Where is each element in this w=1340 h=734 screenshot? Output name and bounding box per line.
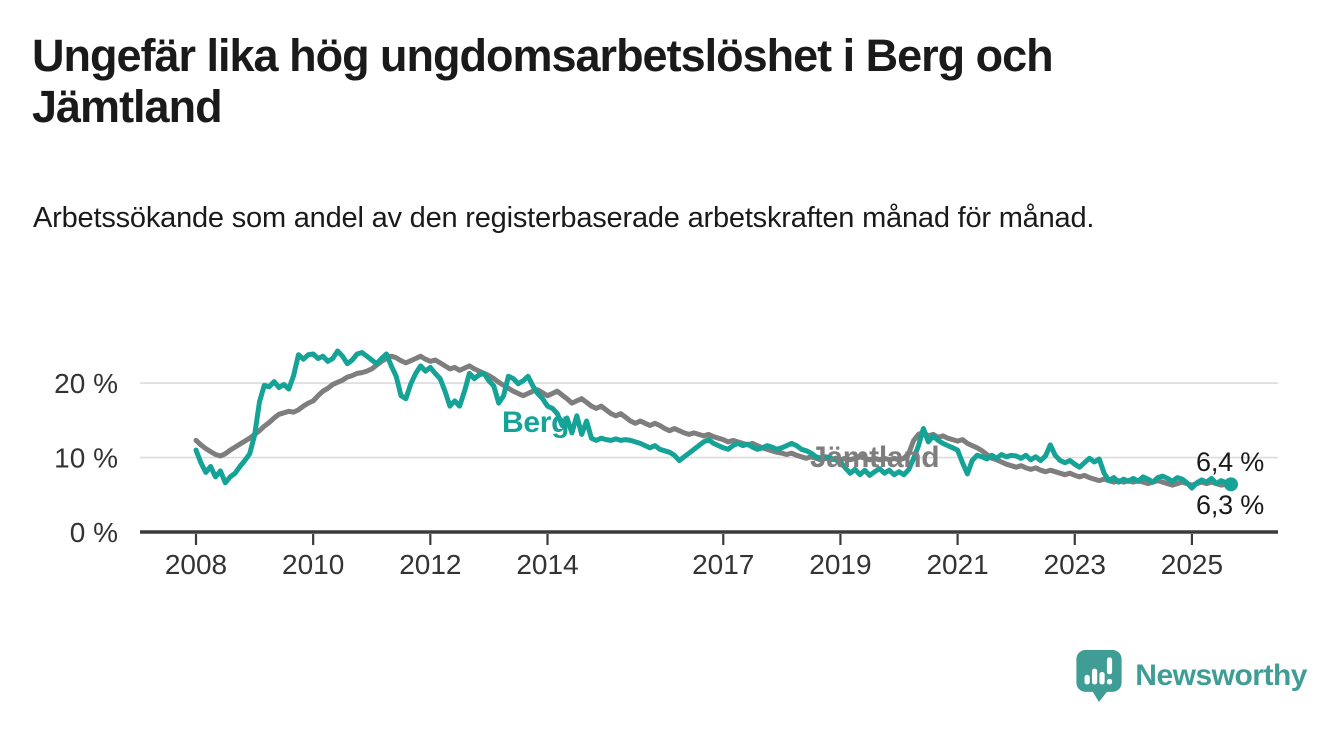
y-axis-tick-label: 0 % [70,517,118,548]
series-label-jamtland: Jämtland [810,441,940,474]
x-axis-tick-label: 2014 [516,549,578,580]
x-axis-tick-label: 2010 [282,549,344,580]
series-line-berg [193,348,1234,491]
series-line-jämtland [193,353,1234,488]
x-axis-tick-label: 2019 [809,549,871,580]
end-value-label-jamtland: 6,3 % [1196,490,1265,520]
end-value-label-berg: 6,4 % [1196,447,1265,477]
y-axis-tick-label: 20 % [54,368,118,399]
x-axis-tick-label: 2012 [399,549,461,580]
newsworthy-logo: Newsworthy [1076,650,1307,702]
page-title: Ungefär lika hög ungdomsarbetslöshet i B… [32,30,1054,133]
series-label-berg: Berg [502,406,570,439]
newsworthy-logo-text: Newsworthy [1135,659,1307,692]
series-end-dot-berg [1223,477,1238,492]
x-axis-tick-label: 2025 [1161,549,1223,580]
y-axis-tick-label: 10 % [54,443,118,474]
x-axis-tick-label: 2021 [926,549,988,580]
page-subtitle: Arbetssökande som andel av den registerb… [33,202,1095,234]
x-axis-tick-label: 2017 [692,549,754,580]
bar-chart-bubble-icon [1076,650,1122,702]
x-axis-tick-label: 2008 [165,549,227,580]
x-axis-tick-label: 2023 [1044,549,1106,580]
